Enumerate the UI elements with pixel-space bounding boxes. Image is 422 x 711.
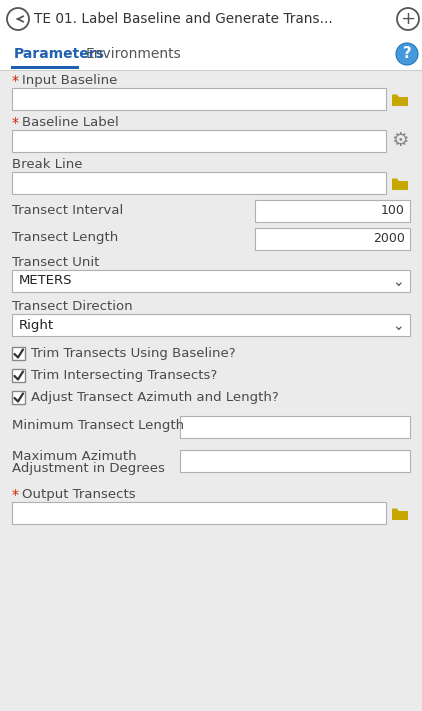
FancyBboxPatch shape xyxy=(12,347,25,360)
Text: Break Line: Break Line xyxy=(12,158,82,171)
FancyBboxPatch shape xyxy=(180,450,410,472)
Text: ?: ? xyxy=(403,46,411,61)
FancyBboxPatch shape xyxy=(0,0,422,38)
Text: Transect Length: Transect Length xyxy=(12,232,118,245)
Text: Adjustment in Degrees: Adjustment in Degrees xyxy=(12,462,165,475)
Text: 2000: 2000 xyxy=(373,232,405,245)
Text: TE 01. Label Baseline and Generate Trans...: TE 01. Label Baseline and Generate Trans… xyxy=(34,12,333,26)
FancyBboxPatch shape xyxy=(392,97,408,105)
Polygon shape xyxy=(392,178,399,181)
Text: *: * xyxy=(12,116,19,130)
FancyBboxPatch shape xyxy=(12,391,25,404)
Text: Minimum Transect Length: Minimum Transect Length xyxy=(12,419,184,432)
Circle shape xyxy=(396,43,418,65)
FancyBboxPatch shape xyxy=(255,200,410,222)
FancyBboxPatch shape xyxy=(12,172,386,194)
FancyBboxPatch shape xyxy=(12,270,410,292)
Text: Trim Transects Using Baseline?: Trim Transects Using Baseline? xyxy=(31,347,235,360)
FancyBboxPatch shape xyxy=(0,38,422,70)
Text: Output Transects: Output Transects xyxy=(22,488,135,501)
FancyBboxPatch shape xyxy=(12,88,386,110)
Text: *: * xyxy=(12,488,19,502)
Text: 100: 100 xyxy=(381,205,405,218)
Text: Environments: Environments xyxy=(86,47,182,61)
Text: Trim Intersecting Transects?: Trim Intersecting Transects? xyxy=(31,369,217,382)
Text: Input Baseline: Input Baseline xyxy=(22,74,117,87)
FancyBboxPatch shape xyxy=(180,416,410,438)
Text: ⌄: ⌄ xyxy=(392,319,404,333)
Text: Adjust Transect Azimuth and Length?: Adjust Transect Azimuth and Length? xyxy=(31,391,279,404)
Text: +: + xyxy=(400,10,416,28)
Text: Right: Right xyxy=(19,319,54,331)
FancyBboxPatch shape xyxy=(392,511,408,520)
Text: Transect Unit: Transect Unit xyxy=(12,256,99,269)
FancyBboxPatch shape xyxy=(12,369,25,382)
FancyBboxPatch shape xyxy=(12,130,386,152)
FancyBboxPatch shape xyxy=(255,228,410,250)
Text: *: * xyxy=(12,74,19,88)
Text: ⌄: ⌄ xyxy=(392,275,404,289)
Text: Transect Interval: Transect Interval xyxy=(12,203,123,217)
Text: Parameters: Parameters xyxy=(14,47,105,61)
FancyBboxPatch shape xyxy=(12,502,386,524)
Polygon shape xyxy=(392,95,399,97)
Text: Maximum Azimuth: Maximum Azimuth xyxy=(12,450,137,463)
FancyBboxPatch shape xyxy=(12,314,410,336)
Text: Baseline Label: Baseline Label xyxy=(22,116,119,129)
Text: ⚙: ⚙ xyxy=(391,132,409,151)
Text: Transect Direction: Transect Direction xyxy=(12,300,133,313)
Polygon shape xyxy=(392,508,399,511)
Text: METERS: METERS xyxy=(19,274,73,287)
FancyBboxPatch shape xyxy=(392,181,408,190)
